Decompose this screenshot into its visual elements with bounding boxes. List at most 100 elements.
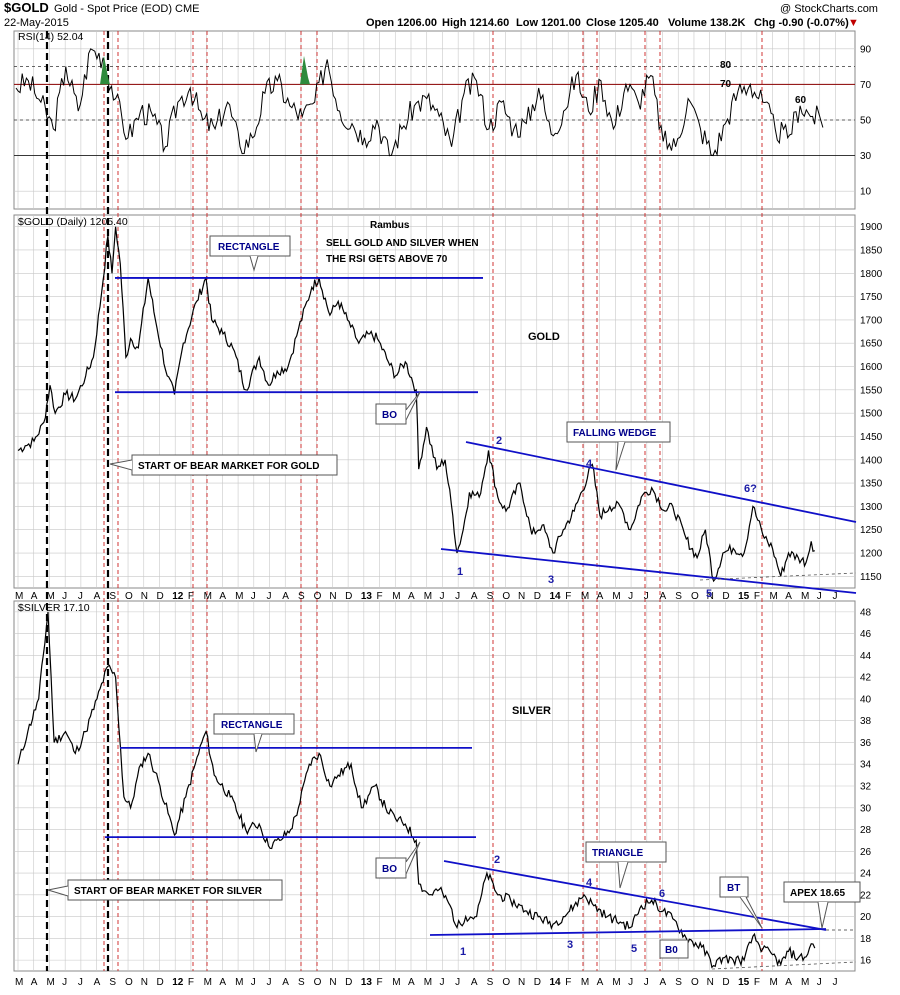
x-tick-label-bottom: N — [707, 977, 714, 988]
x-tick-label-bottom: J — [817, 977, 822, 988]
gold-note-line2: THE RSI GETS ABOVE 70 — [326, 254, 448, 265]
svg-text:START OF BEAR MARKET FOR GOLD: START OF BEAR MARKET FOR GOLD — [138, 461, 319, 472]
y-tick-label: 32 — [860, 782, 872, 793]
x-tick-label-bottom: J — [832, 977, 837, 988]
svg-text:BT: BT — [727, 883, 740, 894]
x-tick-label-mid: S — [298, 591, 305, 602]
x-tick-label-mid: N — [518, 591, 525, 602]
x-tick-label-bottom: M — [15, 977, 23, 988]
y-tick-label: 46 — [860, 629, 872, 640]
x-tick-label-mid: J — [267, 591, 272, 602]
x-tick-label-bottom: J — [267, 977, 272, 988]
y-tick-label: 18 — [860, 934, 872, 945]
x-tick-label-bottom: J — [644, 977, 649, 988]
x-tick-label-bottom: A — [408, 977, 415, 988]
x-tick-label-mid: S — [675, 591, 682, 602]
x-tick-label-mid: D — [345, 591, 352, 602]
x-tick-label-bottom: M — [424, 977, 432, 988]
silver-bear-start-callout: START OF BEAR MARKET FOR SILVER — [47, 879, 283, 901]
x-tick-label-bottom: M — [581, 977, 589, 988]
gold-breakout-callout: BO — [375, 391, 421, 425]
silver-apex-callout: APEX 18.65 — [783, 881, 861, 929]
x-tick-label-mid: 12 — [172, 591, 184, 602]
y-tick-label: 26 — [860, 847, 872, 858]
header-low: Low 1201.00 — [516, 17, 581, 29]
svg-text:TRIANGLE: TRIANGLE — [592, 848, 643, 859]
x-tick-label-mid: A — [597, 591, 604, 602]
x-tick-label-mid: O — [125, 591, 133, 602]
header-symbol: $GOLD — [4, 0, 49, 15]
svg-text:BO: BO — [382, 864, 397, 875]
y-tick-label: 28 — [860, 825, 872, 836]
y-tick-label: 50 — [860, 116, 872, 127]
x-tick-label-mid: M — [235, 591, 243, 602]
x-tick-label-bottom: A — [31, 977, 38, 988]
silver-point-1: 1 — [460, 946, 466, 958]
event-lines-layer — [45, 31, 763, 971]
x-tick-label-bottom: 14 — [549, 977, 561, 988]
x-tick-label-mid: F — [565, 591, 571, 602]
gold-wedge-top — [465, 441, 857, 523]
y-tick-label: 1700 — [860, 315, 883, 326]
y-tick-label: 1250 — [860, 525, 883, 536]
silver-breakout-callout: BO — [375, 841, 421, 879]
rsi-annot-60: 60 — [795, 95, 807, 106]
x-tick-label-bottom: A — [471, 977, 478, 988]
silver-panel-title: $SILVER 17.10 — [18, 602, 90, 614]
x-tick-label-bottom: A — [597, 977, 604, 988]
x-tick-label-mid: N — [141, 591, 148, 602]
x-tick-label-bottom: S — [298, 977, 305, 988]
y-tick-label: 20 — [860, 912, 872, 923]
x-tick-label-mid: M — [204, 591, 212, 602]
x-tick-label-bottom: M — [46, 977, 54, 988]
x-tick-label-mid: J — [644, 591, 649, 602]
silver-point-3: 3 — [567, 939, 573, 951]
svg-text:FALLING WEDGE: FALLING WEDGE — [573, 428, 657, 439]
x-tick-label-bottom: A — [219, 977, 226, 988]
x-tick-label-mid: A — [219, 591, 226, 602]
x-tick-label-bottom: 15 — [738, 977, 750, 988]
silver-point-5: 5 — [631, 943, 637, 955]
x-tick-label-mid: J — [78, 591, 83, 602]
svg-text:BO: BO — [382, 410, 397, 421]
trend-lines-layer — [105, 277, 857, 970]
svg-text:RECTANGLE: RECTANGLE — [218, 242, 280, 253]
silver-point-2: 2 — [494, 854, 500, 866]
x-tick-label-mid: J — [62, 591, 67, 602]
silver-triangle-callout: TRIANGLE — [585, 841, 667, 889]
x-tick-label-mid: M — [612, 591, 620, 602]
gold-point-5: 5 — [706, 588, 712, 600]
svg-text:B0: B0 — [665, 945, 678, 956]
x-tick-label-mid: A — [282, 591, 289, 602]
silver-point-4: 4 — [586, 877, 593, 889]
x-tick-label-mid: A — [408, 591, 415, 602]
rsi-line — [15, 48, 824, 157]
gold-layer — [17, 226, 815, 583]
gold-author: Rambus — [370, 220, 410, 231]
y-tick-label: 1850 — [860, 245, 883, 256]
x-tick-label-bottom: A — [660, 977, 667, 988]
svg-text:RECTANGLE: RECTANGLE — [221, 720, 283, 731]
x-tick-label-mid: A — [31, 591, 38, 602]
x-tick-label-bottom: F — [188, 977, 194, 988]
rsi-overbought-fill — [100, 55, 110, 85]
x-tick-label-bottom: N — [141, 977, 148, 988]
x-tick-label-mid: N — [707, 591, 714, 602]
y-tick-label: 1650 — [860, 339, 883, 350]
x-tick-label-bottom: M — [204, 977, 212, 988]
x-tick-label-bottom: S — [487, 977, 494, 988]
x-tick-label-mid: M — [770, 591, 778, 602]
y-tick-label: 1350 — [860, 479, 883, 490]
silver-triangle-bottom — [429, 928, 827, 936]
y-tick-label: 34 — [860, 760, 872, 771]
x-tick-label-mid: M — [392, 591, 400, 602]
y-axis-layer: 10 30 50 70 90 1150 1200 1250 1300 1350 1400 1450 15… — [860, 44, 883, 966]
gold-point-3: 3 — [548, 574, 554, 586]
y-tick-label: 22 — [860, 890, 872, 901]
x-tick-label-bottom: M — [612, 977, 620, 988]
x-tick-label-bottom: 12 — [172, 977, 184, 988]
y-tick-label: 30 — [860, 151, 872, 162]
x-tick-label-bottom: J — [251, 977, 256, 988]
x-tick-label-mid: 13 — [361, 591, 373, 602]
x-tick-label-mid: A — [471, 591, 478, 602]
